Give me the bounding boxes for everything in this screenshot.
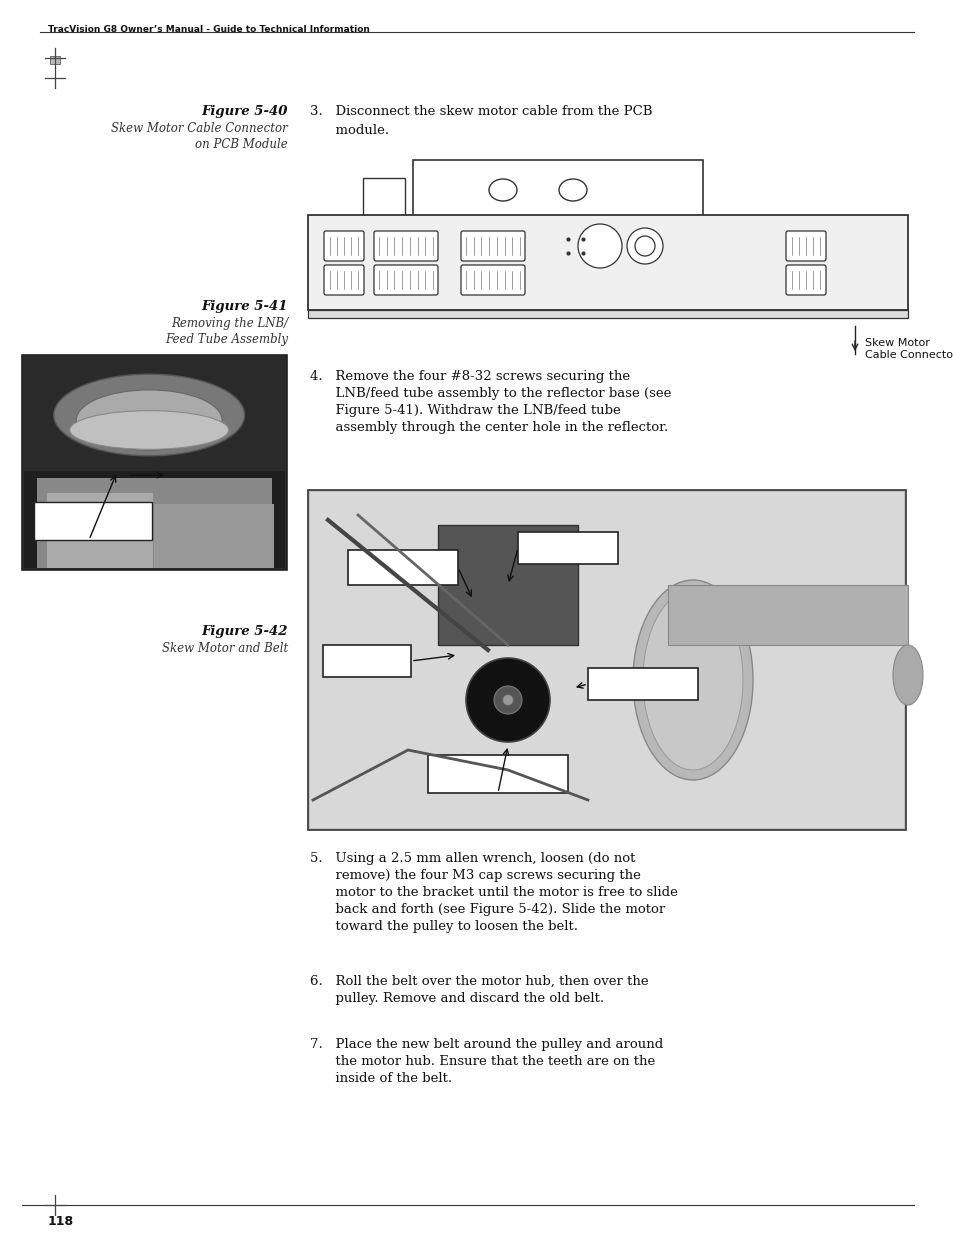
Circle shape <box>465 658 550 742</box>
FancyBboxPatch shape <box>324 266 364 295</box>
FancyBboxPatch shape <box>785 231 825 261</box>
Bar <box>428 755 567 793</box>
Text: LNB/feed tube assembly to the reflector base (see: LNB/feed tube assembly to the reflector … <box>310 387 671 400</box>
Bar <box>47 493 152 568</box>
Bar <box>517 532 618 564</box>
Text: inside of the belt.: inside of the belt. <box>310 1072 452 1086</box>
Text: pulley. Remove and discard the old belt.: pulley. Remove and discard the old belt. <box>310 992 603 1005</box>
Text: remove) the four M3 cap screws securing the: remove) the four M3 cap screws securing … <box>310 869 640 882</box>
Bar <box>308 215 907 310</box>
Bar <box>308 490 905 830</box>
Bar <box>37 478 272 568</box>
Text: toward the pulley to loosen the belt.: toward the pulley to loosen the belt. <box>310 920 578 932</box>
Text: Figure 5-40: Figure 5-40 <box>201 105 288 119</box>
Text: Figure 5-41: Figure 5-41 <box>201 300 288 312</box>
Ellipse shape <box>642 590 742 769</box>
Text: 7.   Place the new belt around the pulley and around: 7. Place the new belt around the pulley … <box>310 1037 662 1051</box>
Text: back and forth (see Figure 5-42). Slide the motor: back and forth (see Figure 5-42). Slide … <box>310 903 664 916</box>
Circle shape <box>626 228 662 264</box>
Bar <box>34 501 152 540</box>
Bar <box>323 645 411 677</box>
Bar <box>587 668 698 700</box>
Bar <box>154 504 274 568</box>
Ellipse shape <box>76 390 222 450</box>
Bar <box>413 161 702 220</box>
Circle shape <box>502 695 513 705</box>
Text: 6.   Roll the belt over the motor hub, then over the: 6. Roll the belt over the motor hub, the… <box>310 974 648 988</box>
Bar <box>50 56 60 64</box>
Text: 3.   Disconnect the skew motor cable from the PCB
      module.: 3. Disconnect the skew motor cable from … <box>310 105 652 137</box>
Bar <box>667 585 907 645</box>
Text: Skew Motor Cable Connector: Skew Motor Cable Connector <box>112 122 288 135</box>
Bar <box>22 354 287 571</box>
Text: Removing the LNB/: Removing the LNB/ <box>171 317 288 330</box>
Ellipse shape <box>558 179 586 201</box>
Bar <box>308 310 907 317</box>
Text: 4.   Remove the four #8-32 screws securing the: 4. Remove the four #8-32 screws securing… <box>310 370 630 383</box>
Circle shape <box>494 685 521 714</box>
Bar <box>348 550 457 585</box>
Bar <box>310 492 903 827</box>
Text: Figure 5-42: Figure 5-42 <box>201 625 288 638</box>
Bar <box>437 525 578 645</box>
Ellipse shape <box>489 179 517 201</box>
FancyBboxPatch shape <box>460 266 524 295</box>
Ellipse shape <box>70 411 229 450</box>
Text: the motor hub. Ensure that the teeth are on the: the motor hub. Ensure that the teeth are… <box>310 1055 655 1068</box>
Bar <box>385 219 396 230</box>
Text: on PCB Module: on PCB Module <box>195 138 288 151</box>
Circle shape <box>578 224 621 268</box>
Text: motor to the bracket until the motor is free to slide: motor to the bracket until the motor is … <box>310 885 678 899</box>
Text: 118: 118 <box>48 1215 74 1228</box>
Bar <box>371 219 382 230</box>
FancyBboxPatch shape <box>324 231 364 261</box>
FancyBboxPatch shape <box>374 231 437 261</box>
FancyBboxPatch shape <box>460 231 524 261</box>
Text: Figure 5-41). Withdraw the LNB/feed tube: Figure 5-41). Withdraw the LNB/feed tube <box>310 404 620 417</box>
Text: assembly through the center hole in the reflector.: assembly through the center hole in the … <box>310 421 667 433</box>
Text: Skew Motor and Belt: Skew Motor and Belt <box>162 642 288 655</box>
Bar <box>363 178 405 220</box>
FancyBboxPatch shape <box>374 266 437 295</box>
Ellipse shape <box>633 580 752 781</box>
Text: TracVision G8 Owner’s Manual - Guide to Technical Information: TracVision G8 Owner’s Manual - Guide to … <box>48 25 370 35</box>
Text: 5.   Using a 2.5 mm allen wrench, loosen (do not: 5. Using a 2.5 mm allen wrench, loosen (… <box>310 852 635 864</box>
Text: Feed Tube Assembly: Feed Tube Assembly <box>165 333 288 346</box>
Ellipse shape <box>53 374 244 456</box>
FancyBboxPatch shape <box>785 266 825 295</box>
Ellipse shape <box>892 645 923 705</box>
Bar <box>24 472 285 568</box>
Circle shape <box>635 236 655 256</box>
Text: Skew Motor
Cable Connector: Skew Motor Cable Connector <box>864 338 953 359</box>
